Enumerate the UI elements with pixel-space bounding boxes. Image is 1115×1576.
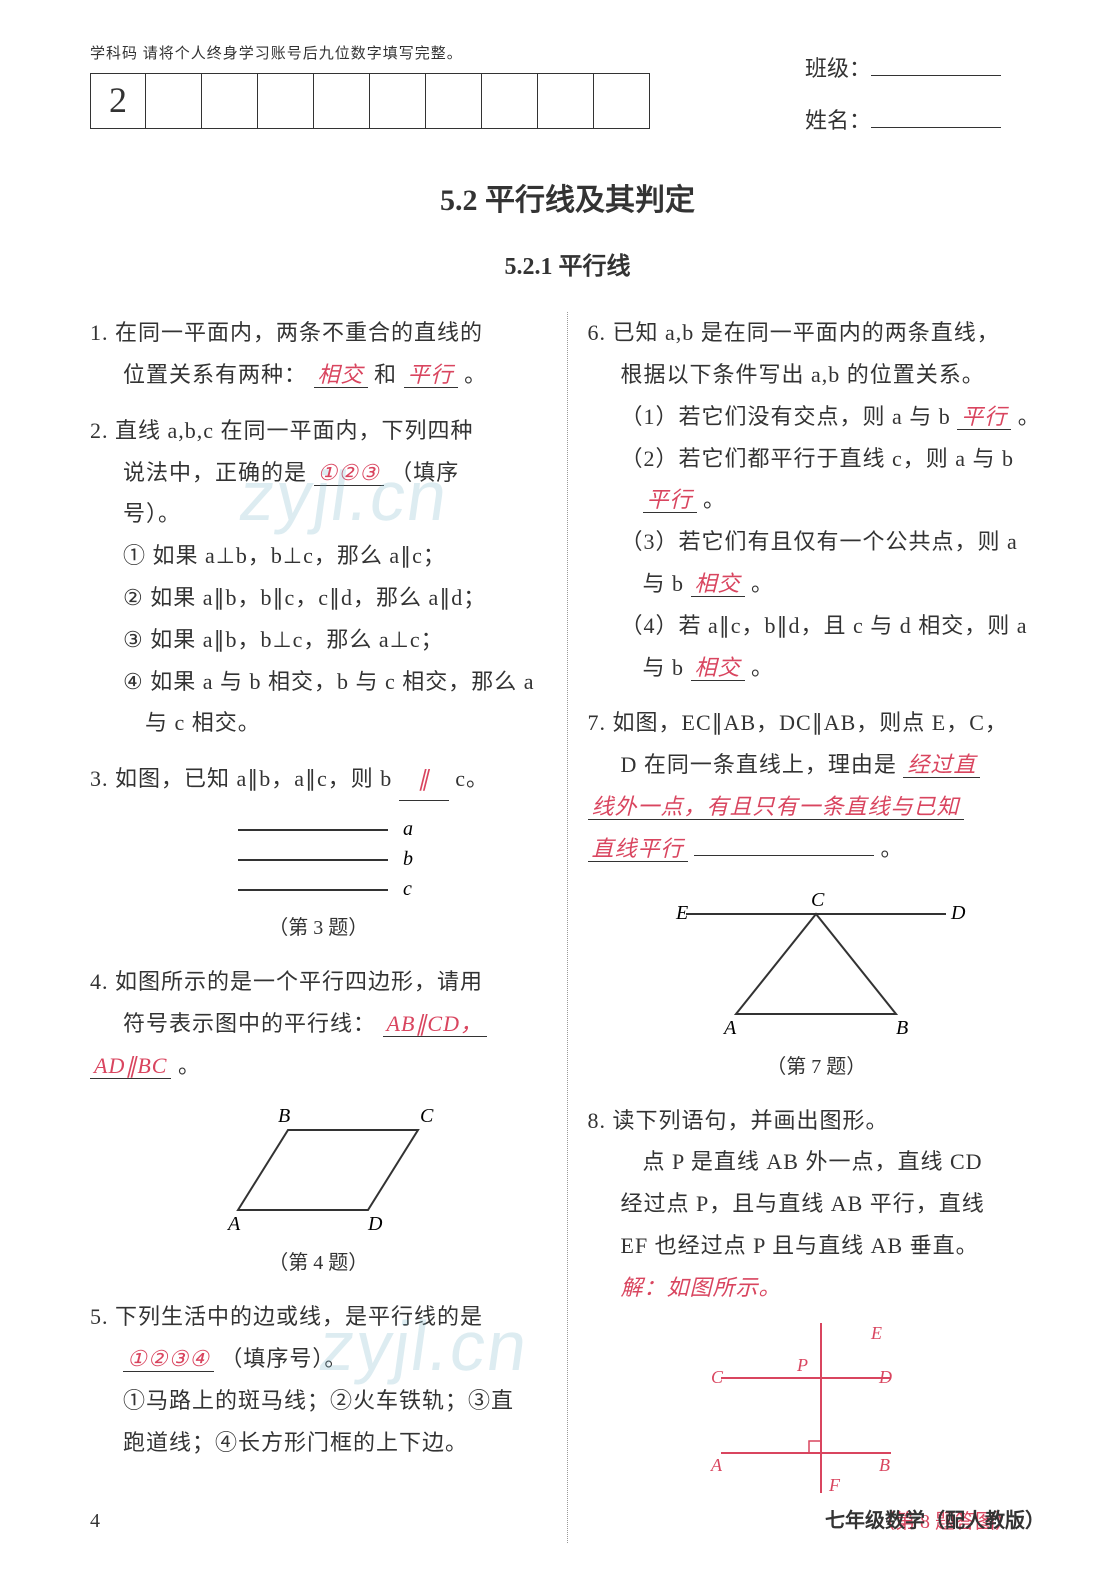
page-number: 4 — [90, 1502, 100, 1540]
question-7: 7. 如图，EC∥AB，DC∥AB，则点 E，C， D 在同一条直线上，理由是 … — [588, 702, 1046, 869]
page-footer: 4 七年级数学（配人教版） — [90, 1502, 1045, 1540]
svg-text:C: C — [811, 889, 825, 911]
answer: 相交 — [691, 571, 745, 597]
name-blank[interactable] — [871, 101, 1001, 127]
svg-text:B: B — [896, 1017, 908, 1039]
answer: AD∥BC — [90, 1053, 171, 1079]
answer: AB∥CD， — [383, 1011, 487, 1037]
answer: ①②③④ — [123, 1346, 214, 1372]
svg-text:E: E — [675, 902, 688, 924]
question-6: 6. 已知 a,b 是在同一平面内的两条直线， 根据以下条件写出 a,b 的位置… — [588, 312, 1046, 688]
question-3: 3. 如图，已知 a∥b，a∥c，则 b ∥ c。 — [90, 758, 547, 801]
code-boxes: 2 — [90, 73, 787, 129]
question-2: 2. 直线 a,b,c 在同一平面内，下列四种 说法中，正确的是 ①②③ （填序… — [90, 410, 547, 744]
class-field: 班级： — [805, 48, 1045, 90]
answer: 相交 — [314, 362, 368, 388]
answer: 平行 — [643, 487, 697, 513]
question-4: 4. 如图所示的是一个平行四边形，请用 符号表示图中的平行线： AB∥CD， A… — [90, 961, 547, 1086]
svg-text:B: B — [879, 1455, 890, 1475]
svg-text:D: D — [950, 902, 966, 924]
code-box[interactable] — [202, 73, 258, 129]
code-box[interactable] — [258, 73, 314, 129]
section-title: 5.2 平行线及其判定 — [90, 172, 1045, 229]
svg-text:C: C — [420, 1105, 434, 1127]
left-column: 1. 在同一平面内，两条不重合的直线的 位置关系有两种： 相交 和 平行 。 2… — [90, 312, 568, 1542]
svg-text:A: A — [226, 1213, 241, 1235]
svg-text:b: b — [403, 848, 413, 870]
subsection-title: 5.2.1 平行线 — [90, 245, 1045, 291]
code-box-fixed: 2 — [90, 73, 146, 129]
figure-3-caption: （第 3 题） — [90, 909, 547, 947]
answer: 解：如图所示。 — [588, 1275, 782, 1300]
svg-text:E: E — [870, 1323, 882, 1343]
svg-text:A: A — [722, 1017, 737, 1039]
right-column: 6. 已知 a,b 是在同一平面内的两条直线， 根据以下条件写出 a,b 的位置… — [568, 312, 1046, 1542]
name-field: 姓名： — [805, 100, 1045, 142]
svg-text:D: D — [367, 1213, 383, 1235]
svg-text:C: C — [711, 1367, 724, 1387]
answer: ∥ — [399, 758, 449, 801]
svg-text:c: c — [403, 878, 412, 900]
code-box[interactable] — [594, 73, 650, 129]
figure-4-caption: （第 4 题） — [90, 1244, 547, 1282]
code-box[interactable] — [482, 73, 538, 129]
figure-7: E C D A B — [588, 884, 1046, 1044]
svg-text:F: F — [828, 1475, 841, 1495]
answer: 线外一点，有且只有一条直线与已知 — [588, 794, 964, 820]
svg-text:a: a — [403, 818, 413, 840]
figure-4: A B C D — [90, 1100, 547, 1240]
question-5: 5. 下列生活中的边或线，是平行线的是 ①②③④ （填序号）。 ①马路上的斑马线… — [90, 1296, 547, 1463]
class-blank[interactable] — [871, 50, 1001, 76]
answer: 平行 — [404, 362, 458, 388]
svg-text:D: D — [878, 1367, 892, 1387]
figure-7-caption: （第 7 题） — [588, 1048, 1046, 1086]
book-title: 七年级数学（配人教版） — [825, 1502, 1045, 1540]
answer: 经过直 — [903, 752, 980, 778]
content-columns: 1. 在同一平面内，两条不重合的直线的 位置关系有两种： 相交 和 平行 。 2… — [90, 312, 1045, 1542]
code-box[interactable] — [146, 73, 202, 129]
code-box[interactable] — [314, 73, 370, 129]
answer: ①②③ — [314, 460, 384, 486]
svg-text:P: P — [796, 1355, 808, 1375]
header-note: 学科码 请将个人终身学习账号后九位数字填写完整。 — [90, 40, 787, 69]
question-1: 1. 在同一平面内，两条不重合的直线的 位置关系有两种： 相交 和 平行 。 — [90, 312, 547, 396]
code-box[interactable] — [370, 73, 426, 129]
answer: 平行 — [957, 404, 1011, 430]
code-box[interactable] — [538, 73, 594, 129]
question-8: 8. 读下列语句，并画出图形。 点 P 是直线 AB 外一点，直线 CD 经过点… — [588, 1100, 1046, 1309]
code-box[interactable] — [426, 73, 482, 129]
figure-3: a b c — [90, 815, 547, 905]
svg-text:B: B — [278, 1105, 290, 1127]
answer: 相交 — [691, 655, 745, 681]
svg-text:A: A — [710, 1455, 723, 1475]
answer: 直线平行 — [588, 836, 688, 862]
page-header: 学科码 请将个人终身学习账号后九位数字填写完整。 2 班级： 姓名： — [90, 40, 1045, 142]
